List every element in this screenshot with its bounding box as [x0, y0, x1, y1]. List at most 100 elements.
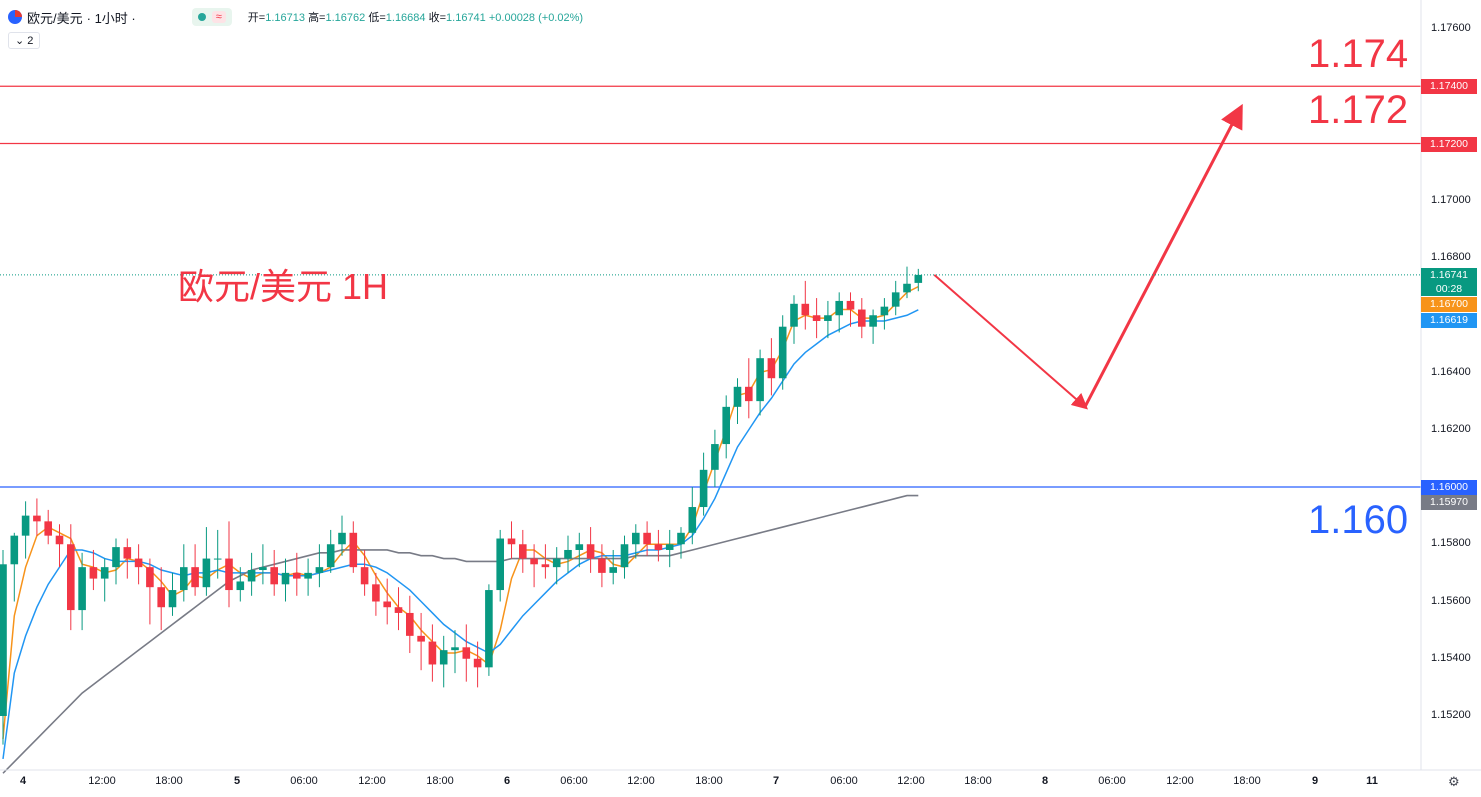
chart-header: 欧元/美元 · 1小时 · ≈ 开=1.16713 高=1.16762 低=1.… — [8, 8, 583, 26]
candle-body — [654, 544, 663, 550]
time-axis-label: 12:00 — [627, 775, 655, 787]
moving-averages — [2, 285, 919, 774]
candle-body — [609, 567, 617, 573]
candle-body — [778, 326, 787, 379]
price-axis-label: 1.15400 — [1431, 651, 1471, 664]
candle-body — [858, 309, 866, 327]
candle-body — [439, 650, 448, 665]
candle-body — [575, 544, 584, 550]
time-axis-label: 4 — [19, 775, 27, 787]
candle-body — [247, 570, 256, 582]
candle-body — [564, 549, 572, 559]
candle-body — [304, 572, 312, 579]
low-label: 低= — [368, 12, 386, 24]
candle-body — [677, 532, 685, 545]
gear-icon[interactable]: ⚙ — [1448, 774, 1460, 789]
close-value: 1.16741 — [446, 12, 486, 24]
candle-body — [134, 558, 143, 568]
candle-body — [417, 635, 425, 642]
indicator-toggle[interactable]: ⌄ 2 — [8, 32, 41, 49]
candle-body — [824, 315, 832, 321]
candle-body — [428, 641, 437, 665]
time-axis-label: 12:00 — [1166, 775, 1194, 787]
symbol-name[interactable]: 欧元/美元 — [27, 10, 83, 26]
candle-body — [745, 386, 753, 402]
price-tag-ma-fast: 1.16700 — [1421, 296, 1477, 312]
candle-body — [236, 581, 245, 591]
candle-body — [349, 532, 358, 568]
candle-body — [869, 315, 877, 327]
time-axis-label: 06:00 — [1098, 775, 1126, 787]
time-axis-label: 18:00 — [1233, 775, 1261, 787]
annotation-1160: 1.160 — [1308, 498, 1409, 542]
candle-body — [78, 567, 86, 611]
candle-body — [270, 567, 278, 585]
high-value: 1.16762 — [325, 12, 366, 24]
candle-body — [394, 607, 403, 613]
candle-body — [699, 469, 708, 508]
price-axis-label: 1.15600 — [1431, 594, 1471, 607]
candle-body — [10, 535, 19, 565]
candle-body — [722, 406, 730, 445]
candle-body — [326, 544, 335, 568]
candle-body — [67, 544, 75, 611]
moving-average-line-2 — [2, 494, 919, 774]
last-price-value: 1.16741 — [1430, 268, 1468, 281]
candle-body — [89, 567, 98, 579]
candle-body — [225, 558, 233, 591]
candle-body — [790, 303, 798, 327]
candle-body — [360, 567, 369, 585]
time-axis-label: 11 — [1366, 775, 1378, 787]
candle-body — [44, 521, 52, 536]
candle-body — [688, 507, 697, 533]
candle-body — [711, 444, 719, 470]
candle-body — [383, 601, 391, 608]
candle-body — [914, 274, 923, 283]
projection-arrow-down — [933, 274, 1089, 410]
wave-icon: ≈ — [211, 11, 226, 23]
open-label: 开= — [247, 12, 266, 24]
time-axis-label: 12:00 — [88, 775, 116, 787]
candle-body — [33, 515, 41, 522]
candle-body — [213, 558, 222, 560]
market-status-pill[interactable]: ≈ — [191, 8, 232, 26]
candle-body — [281, 572, 290, 585]
time-axis-label: 9 — [1311, 775, 1319, 787]
candle-body — [462, 647, 471, 659]
time-axis-label: 18:00 — [155, 775, 183, 787]
ohlc-readout: 开=1.16713 高=1.16762 低=1.16684 收=1.16741 … — [248, 9, 583, 25]
open-value: 1.16713 — [265, 12, 305, 24]
annotation-1174: 1.174 — [1308, 32, 1409, 76]
candle-body — [801, 303, 810, 316]
time-axis-label: 5 — [233, 775, 241, 787]
candle-body — [191, 567, 199, 588]
candle-body — [530, 558, 538, 565]
price-tag-1172: 1.17200 — [1421, 136, 1477, 152]
projection-arrows — [933, 103, 1243, 410]
horizontal-lines[interactable] — [0, 85, 1421, 488]
interval-label[interactable]: · 1小时 · — [86, 10, 136, 26]
time-axis-label: 18:00 — [426, 775, 454, 787]
price-axis-label: 1.16800 — [1431, 251, 1471, 263]
low-value: 1.16684 — [385, 12, 426, 24]
time-axis-label: 12:00 — [358, 775, 386, 787]
candle-body — [485, 590, 493, 668]
time-axis-label: 06:00 — [560, 775, 588, 787]
price-tag-1160: 1.16000 — [1421, 480, 1477, 495]
time-axis-label: 6 — [503, 775, 511, 787]
high-label: 高= — [308, 12, 326, 24]
time-axis-label: 06:00 — [290, 775, 318, 787]
change-value: +0.00028 (+0.02%) — [488, 12, 584, 24]
price-axis-label: 1.15200 — [1431, 709, 1471, 721]
candle-body — [812, 315, 821, 321]
indicator-count: 2 — [27, 35, 34, 47]
price-axis-label: 1.16400 — [1431, 365, 1471, 378]
candle-body — [315, 567, 324, 573]
time-axis-label: 06:00 — [830, 775, 858, 787]
candle-body — [100, 567, 109, 579]
price-tag-ma-mid: 1.16619 — [1421, 312, 1477, 328]
candle-body — [507, 538, 516, 545]
price-axis-label: 1.17000 — [1431, 193, 1471, 206]
candle-body — [451, 647, 459, 651]
